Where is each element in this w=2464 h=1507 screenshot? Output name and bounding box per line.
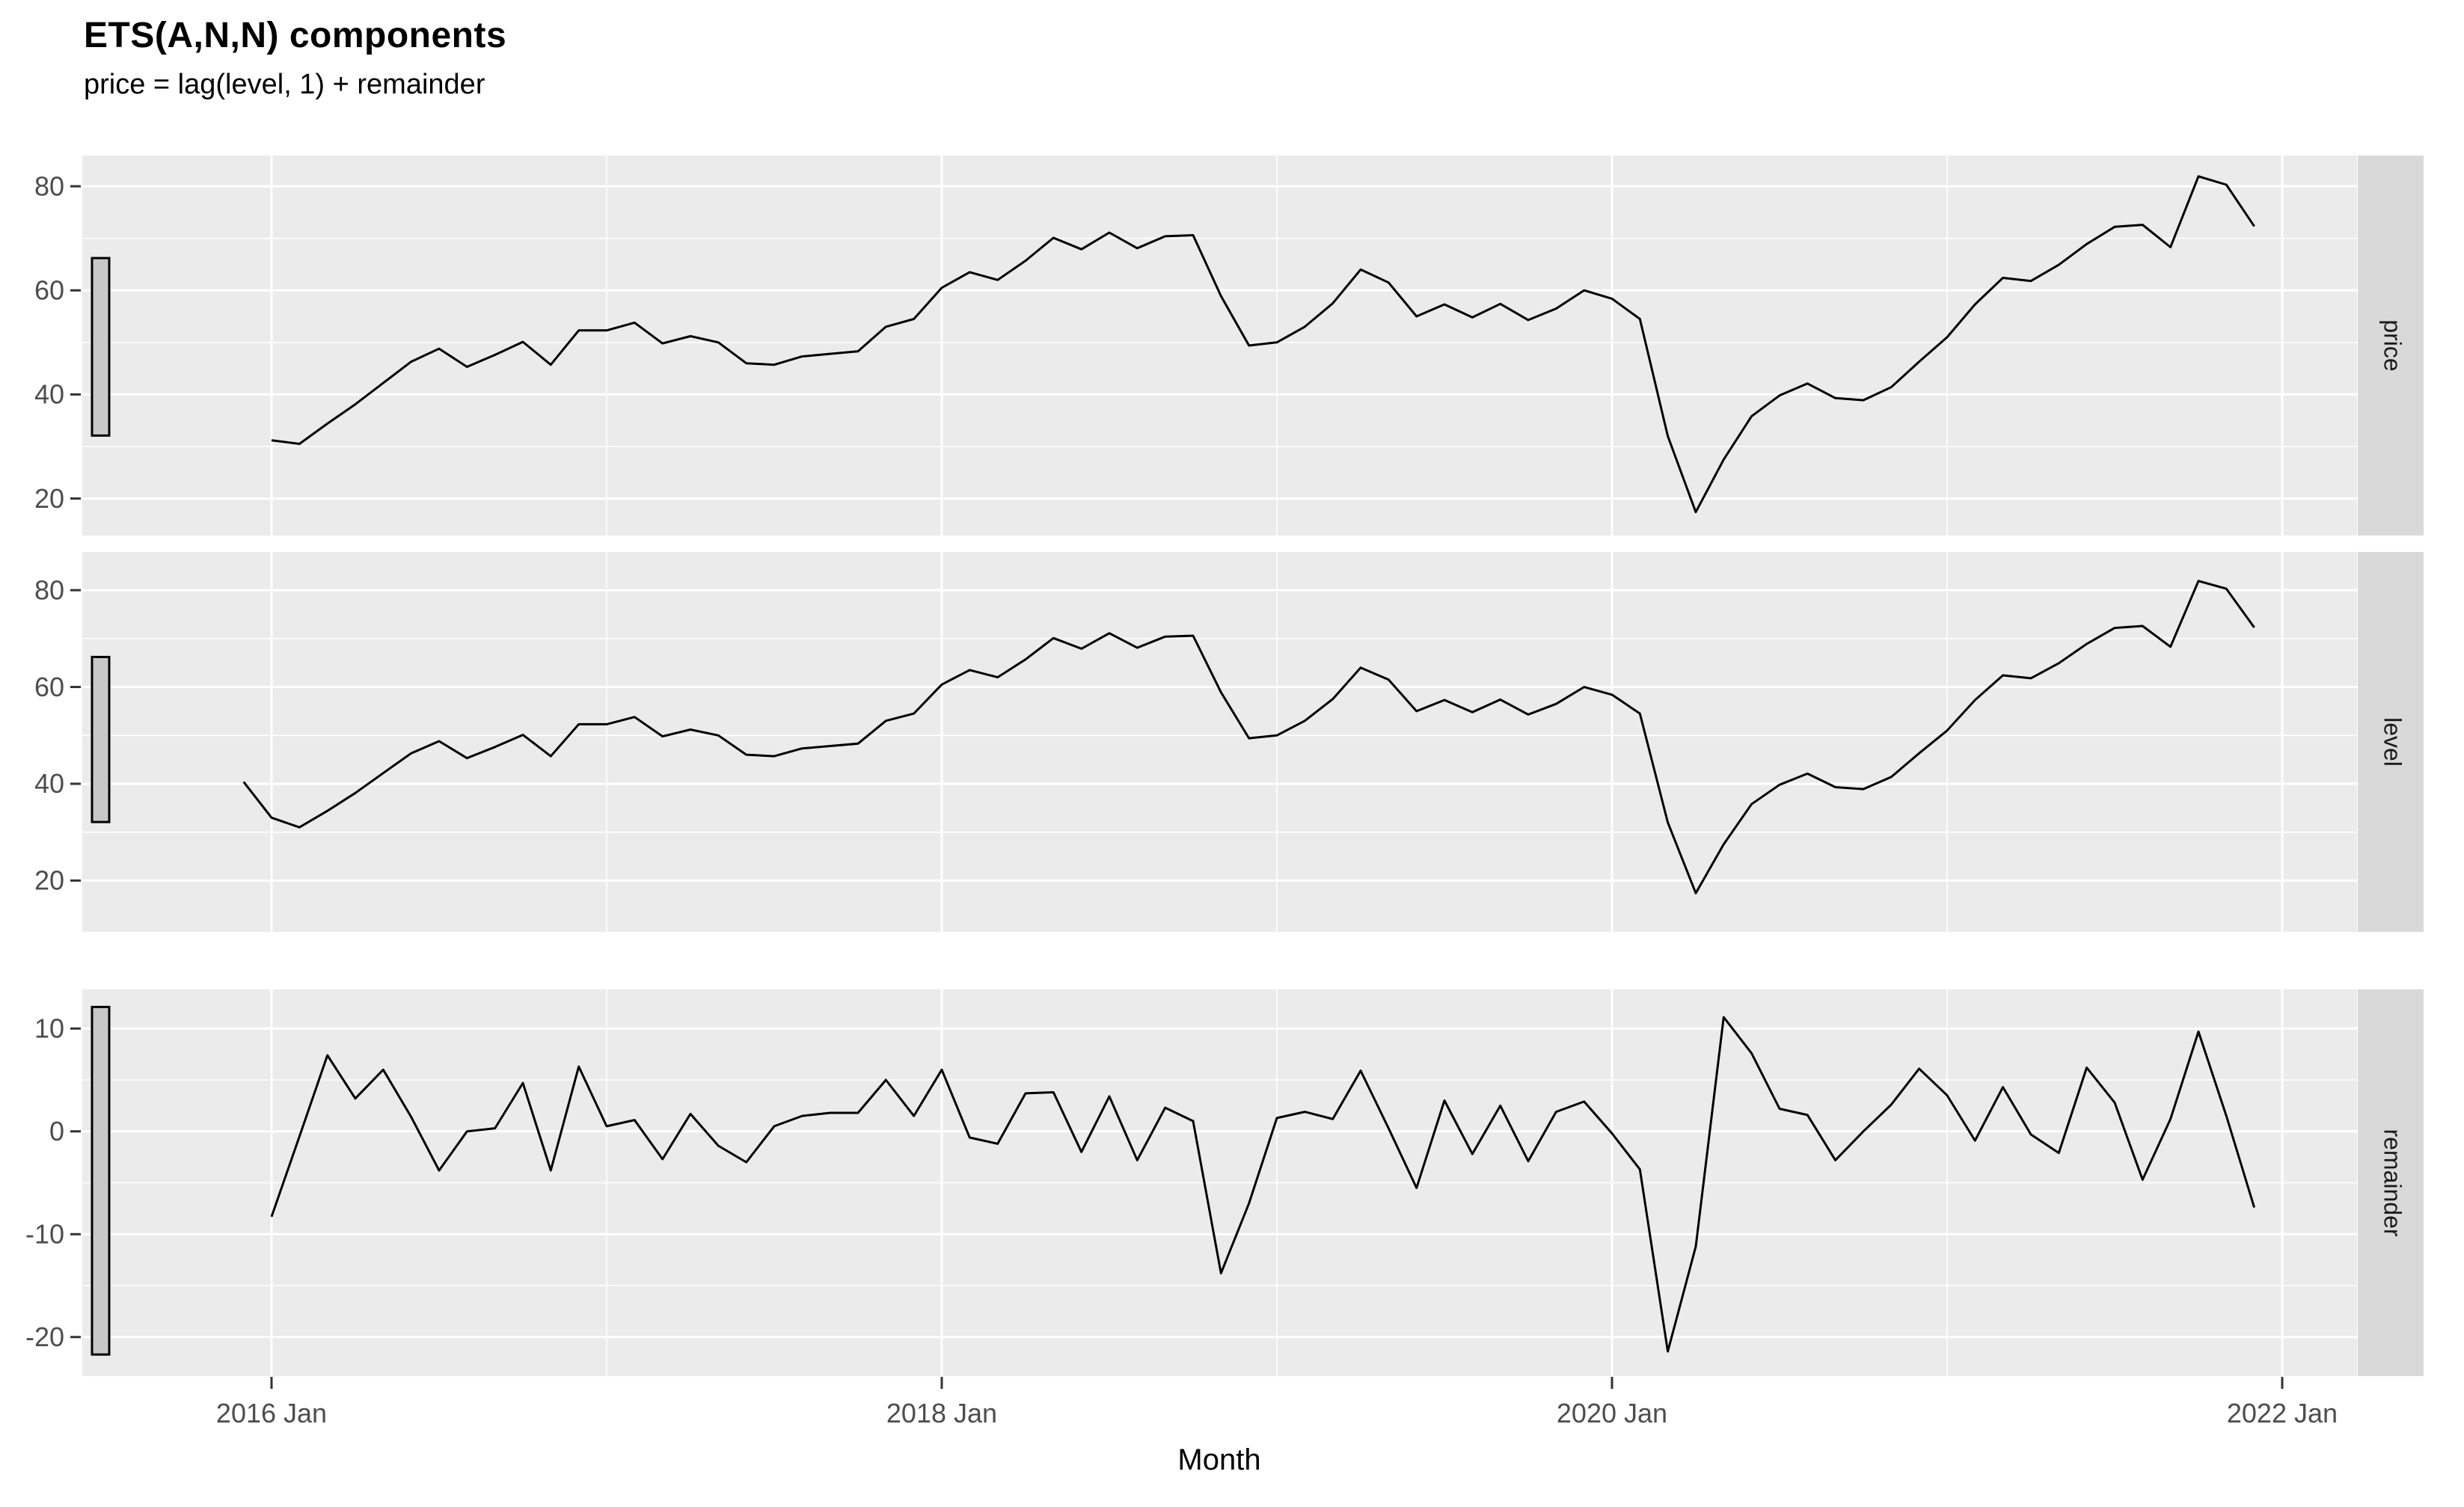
x-tick-label: 2020 Jan	[1557, 1398, 1667, 1428]
scale-bar-level	[91, 655, 111, 823]
panel-background-level	[82, 552, 2357, 932]
y-tick-label: 20	[34, 483, 64, 514]
facet-strip-label-remainder: remainder	[2379, 1129, 2406, 1236]
y-tick-label: 0	[49, 1116, 64, 1147]
x-tick-label: 2016 Jan	[216, 1398, 327, 1428]
plot-subtitle: price = lag(level, 1) + remainder	[84, 69, 485, 100]
facet-strip-remainder	[2358, 989, 2424, 1376]
series-line-remainder	[270, 1016, 2256, 1353]
y-tick-label: -10	[25, 1218, 64, 1249]
y-tick-label: 80	[34, 171, 64, 201]
panel-background-price	[82, 156, 2357, 535]
scale-bar-remainder	[91, 1005, 111, 1356]
facet-strip-label-level: level	[2379, 717, 2406, 767]
plot-title: ETS(A,N,N) components	[84, 16, 507, 55]
scale-bar-price	[91, 257, 111, 437]
series-line-price	[271, 175, 2255, 514]
facet-strip-label-price: price	[2379, 319, 2406, 371]
y-tick-label: 40	[34, 768, 64, 799]
y-tick-label: 10	[34, 1013, 64, 1043]
y-tick-label: 60	[34, 274, 64, 305]
facet-strip-level	[2358, 552, 2424, 932]
y-tick-label: 60	[34, 672, 64, 702]
x-tick-label: 2018 Jan	[886, 1398, 997, 1428]
y-tick-label: 80	[34, 574, 64, 605]
series-line-level	[242, 580, 2255, 894]
x-axis-title: Month	[1177, 1443, 1261, 1476]
facet-strip-price	[2358, 156, 2424, 535]
y-tick-label: 40	[34, 379, 64, 410]
y-tick-label: -20	[25, 1322, 64, 1352]
y-tick-label: 20	[34, 865, 64, 896]
x-tick-label: 2022 Jan	[2227, 1398, 2338, 1428]
